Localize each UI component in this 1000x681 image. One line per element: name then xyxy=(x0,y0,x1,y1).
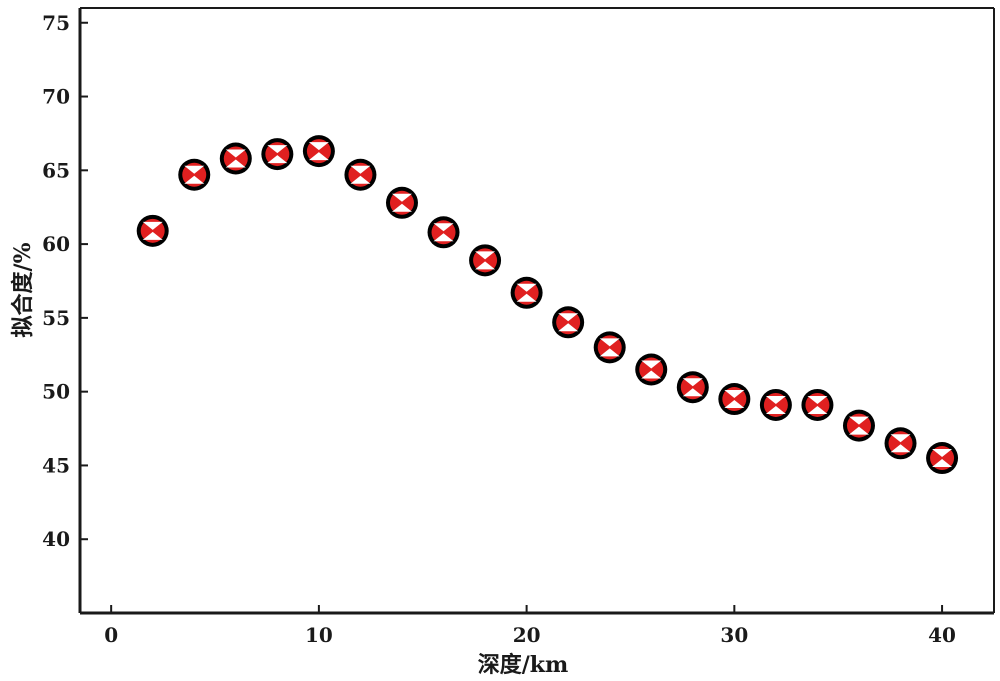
axes-frame xyxy=(78,7,995,615)
y-tick-label: 50 xyxy=(42,380,70,404)
x-ticks: 0 10 20 30 40 xyxy=(104,605,956,647)
x-tick-label: 0 xyxy=(104,623,118,647)
y-ticks: 40 45 50 55 60 65 70 75 xyxy=(42,11,88,551)
data-points xyxy=(136,135,959,475)
x-tick-label: 10 xyxy=(305,623,333,647)
y-tick-label: 75 xyxy=(42,11,70,35)
x-axis-title: 深度/km xyxy=(478,652,569,678)
data-point xyxy=(427,216,460,249)
data-point xyxy=(385,186,418,219)
data-point xyxy=(469,244,502,277)
data-point xyxy=(552,306,585,339)
data-point xyxy=(219,142,252,175)
data-point xyxy=(344,158,377,191)
data-point xyxy=(759,388,792,421)
data-point xyxy=(801,388,834,421)
data-point xyxy=(842,409,875,442)
data-point xyxy=(676,371,709,404)
data-point xyxy=(884,427,917,460)
x-tick-label: 30 xyxy=(720,623,748,647)
data-point xyxy=(302,135,335,168)
data-point xyxy=(926,442,959,475)
x-tick-label: 20 xyxy=(513,623,541,647)
y-axis-title: 拟合度/% xyxy=(10,242,36,337)
data-point xyxy=(635,353,668,386)
data-point xyxy=(718,383,751,416)
y-tick-label: 70 xyxy=(42,85,70,109)
data-point xyxy=(261,138,294,171)
y-tick-label: 55 xyxy=(42,306,70,330)
data-point xyxy=(510,276,543,309)
data-point xyxy=(136,214,169,247)
y-tick-label: 60 xyxy=(42,232,70,256)
data-point xyxy=(178,158,211,191)
y-tick-label: 40 xyxy=(42,527,70,551)
data-point xyxy=(593,331,626,364)
y-tick-label: 65 xyxy=(42,158,70,182)
x-tick-label: 40 xyxy=(928,623,956,647)
y-tick-label: 45 xyxy=(42,453,70,477)
